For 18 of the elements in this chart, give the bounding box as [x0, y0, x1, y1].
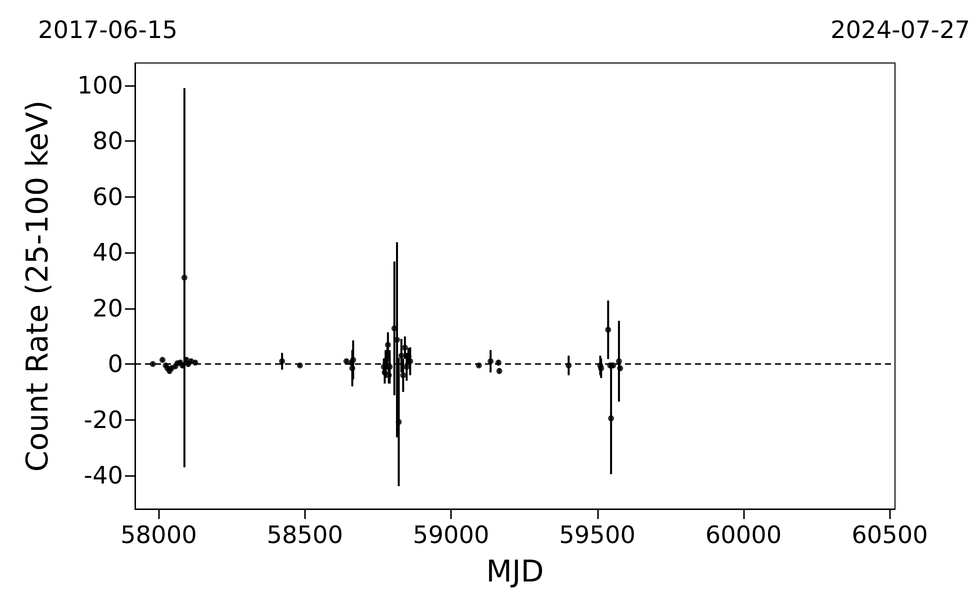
x-tick-label: 60500 — [852, 521, 928, 549]
x-tick-label: 58000 — [120, 521, 197, 549]
text: 2017-06-15 — [38, 16, 178, 44]
y-tick-label: 40 — [92, 238, 123, 267]
y-tick-label: -20 — [84, 406, 123, 434]
x-axis-title: MJD — [486, 554, 544, 590]
text: 2024-07-27 — [830, 16, 970, 44]
y-tick-label: 100 — [77, 71, 123, 100]
y-axis-title: Count Rate (25-100 keV) — [20, 100, 56, 472]
y-tick-label: 60 — [92, 182, 123, 211]
x-tick-label: 59000 — [412, 521, 490, 549]
x-tick-label: 60000 — [705, 521, 782, 549]
y-tick-label: 0 — [108, 350, 123, 378]
x-tick-label: 58500 — [266, 521, 344, 549]
y-tick-label: 20 — [92, 294, 123, 322]
y-tick-label: 80 — [92, 127, 123, 156]
y-tick-label: -40 — [84, 462, 123, 490]
x-tick-label: 59500 — [559, 521, 636, 549]
